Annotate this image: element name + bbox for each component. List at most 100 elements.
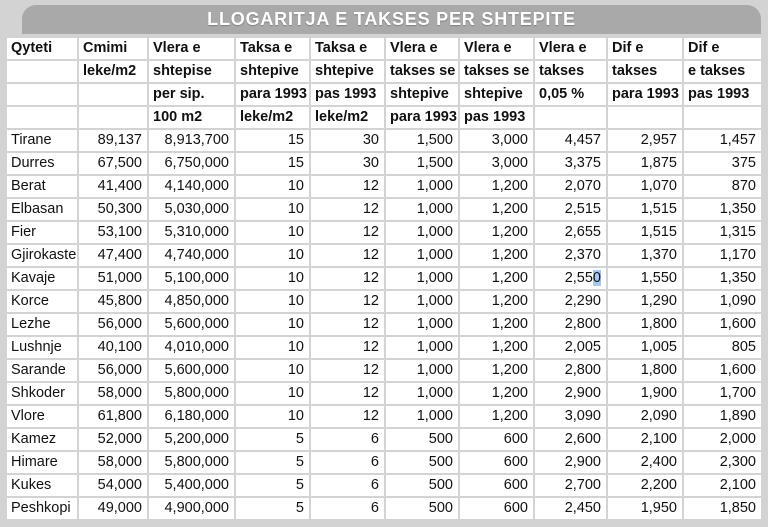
header-cell[interactable]: pas 1993	[460, 107, 533, 128]
table-cell[interactable]: 15	[236, 153, 309, 174]
table-cell[interactable]: 1,000	[386, 337, 458, 358]
header-cell[interactable]: shtepive	[460, 84, 533, 105]
table-cell[interactable]: 56,000	[79, 360, 147, 381]
table-cell[interactable]: 12	[311, 406, 384, 427]
table-cell[interactable]: 2,100	[684, 475, 761, 496]
city-cell[interactable]: Kamez	[7, 429, 77, 450]
table-cell[interactable]: 5	[236, 452, 309, 473]
header-cell[interactable]: Vlera e	[386, 38, 458, 59]
header-cell[interactable]: leke/m2	[236, 107, 309, 128]
table-cell[interactable]: 1,500	[386, 153, 458, 174]
table-cell[interactable]: 5,200,000	[149, 429, 234, 450]
table-cell[interactable]: 1,850	[684, 498, 761, 519]
table-cell[interactable]: 4,850,000	[149, 291, 234, 312]
table-cell[interactable]: 600	[460, 498, 533, 519]
header-cell[interactable]: Cmimi	[79, 38, 147, 59]
header-cell[interactable]: Dif e	[608, 38, 682, 59]
table-cell[interactable]: 1,515	[608, 199, 682, 220]
table-cell[interactable]: 2,370	[535, 245, 606, 266]
table-cell[interactable]: 58,000	[79, 383, 147, 404]
table-cell[interactable]: 2,550	[535, 268, 606, 289]
table-cell[interactable]: 53,100	[79, 222, 147, 243]
header-cell[interactable]	[608, 107, 682, 128]
header-cell[interactable]: para 1993	[236, 84, 309, 105]
table-cell[interactable]: 10	[236, 383, 309, 404]
header-cell[interactable]: takses	[608, 61, 682, 82]
table-cell[interactable]: 1,550	[608, 268, 682, 289]
table-cell[interactable]: 1,457	[684, 130, 761, 151]
table-cell[interactable]: 4,457	[535, 130, 606, 151]
header-cell[interactable]: shtepive	[236, 61, 309, 82]
table-cell[interactable]: 10	[236, 360, 309, 381]
table-cell[interactable]: 1,000	[386, 383, 458, 404]
table-cell[interactable]: 1,200	[460, 222, 533, 243]
table-cell[interactable]: 1,290	[608, 291, 682, 312]
table-cell[interactable]: 500	[386, 498, 458, 519]
table-cell[interactable]: 2,800	[535, 314, 606, 335]
table-cell[interactable]: 2,957	[608, 130, 682, 151]
header-cell[interactable]: para 1993	[386, 107, 458, 128]
table-cell[interactable]: 1,200	[460, 245, 533, 266]
table-cell[interactable]: 1,000	[386, 222, 458, 243]
table-cell[interactable]: 1,200	[460, 360, 533, 381]
table-cell[interactable]: 375	[684, 153, 761, 174]
table-cell[interactable]: 805	[684, 337, 761, 358]
table-cell[interactable]: 8,913,700	[149, 130, 234, 151]
table-cell[interactable]: 500	[386, 429, 458, 450]
table-cell[interactable]: 1,200	[460, 383, 533, 404]
table-cell[interactable]: 1,000	[386, 291, 458, 312]
table-cell[interactable]: 1,350	[684, 199, 761, 220]
city-cell[interactable]: Durres	[7, 153, 77, 174]
table-cell[interactable]: 2,450	[535, 498, 606, 519]
table-cell[interactable]: 1,000	[386, 245, 458, 266]
table-cell[interactable]: 51,000	[79, 268, 147, 289]
table-cell[interactable]: 2,900	[535, 383, 606, 404]
city-cell[interactable]: Tirane	[7, 130, 77, 151]
table-cell[interactable]: 4,010,000	[149, 337, 234, 358]
header-cell[interactable]: shtepive	[386, 84, 458, 105]
table-cell[interactable]: 2,515	[535, 199, 606, 220]
header-cell[interactable]	[79, 84, 147, 105]
table-cell[interactable]: 12	[311, 268, 384, 289]
table-cell[interactable]: 3,375	[535, 153, 606, 174]
table-cell[interactable]: 4,140,000	[149, 176, 234, 197]
table-cell[interactable]: 1,370	[608, 245, 682, 266]
header-cell[interactable]	[7, 84, 77, 105]
table-cell[interactable]: 52,000	[79, 429, 147, 450]
table-cell[interactable]: 10	[236, 291, 309, 312]
table-cell[interactable]: 56,000	[79, 314, 147, 335]
table-cell[interactable]: 5	[236, 498, 309, 519]
table-cell[interactable]: 12	[311, 176, 384, 197]
table-cell[interactable]: 10	[236, 245, 309, 266]
table-cell[interactable]: 500	[386, 475, 458, 496]
table-cell[interactable]: 870	[684, 176, 761, 197]
table-cell[interactable]: 1,090	[684, 291, 761, 312]
table-cell[interactable]: 1,515	[608, 222, 682, 243]
header-cell[interactable]: Qyteti	[7, 38, 77, 59]
table-cell[interactable]: 2,800	[535, 360, 606, 381]
table-cell[interactable]: 1,700	[684, 383, 761, 404]
table-cell[interactable]: 2,290	[535, 291, 606, 312]
table-cell[interactable]: 12	[311, 199, 384, 220]
table-cell[interactable]: 54,000	[79, 475, 147, 496]
table-cell[interactable]: 1,200	[460, 314, 533, 335]
city-cell[interactable]: Kavaje	[7, 268, 77, 289]
table-cell[interactable]: 1,900	[608, 383, 682, 404]
header-cell[interactable]	[7, 61, 77, 82]
table-cell[interactable]: 6	[311, 498, 384, 519]
header-cell[interactable]: Taksa e	[236, 38, 309, 59]
table-cell[interactable]: 1,200	[460, 337, 533, 358]
table-cell[interactable]: 2,655	[535, 222, 606, 243]
table-cell[interactable]: 1,600	[684, 314, 761, 335]
table-cell[interactable]: 2,900	[535, 452, 606, 473]
table-cell[interactable]: 10	[236, 176, 309, 197]
table-cell[interactable]: 41,400	[79, 176, 147, 197]
table-cell[interactable]: 2,000	[684, 429, 761, 450]
header-cell[interactable]: para 1993	[608, 84, 682, 105]
table-cell[interactable]: 6	[311, 475, 384, 496]
table-cell[interactable]: 2,200	[608, 475, 682, 496]
table-cell[interactable]: 5,600,000	[149, 360, 234, 381]
table-cell[interactable]: 4,740,000	[149, 245, 234, 266]
table-cell[interactable]: 15	[236, 130, 309, 151]
city-cell[interactable]: Peshkopi	[7, 498, 77, 519]
